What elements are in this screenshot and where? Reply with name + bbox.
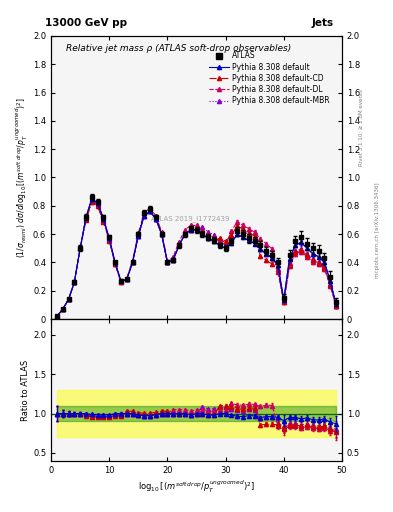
Text: Rivet 3.1.10; ≥ 2.8M events: Rivet 3.1.10; ≥ 2.8M events [359,90,364,166]
Y-axis label: $(1/\sigma_{resmi})$ $d\sigma/d\log_{10}[(m^{soft\ drop}/p_T^{ungroomed})^2]$: $(1/\sigma_{resmi})$ $d\sigma/d\log_{10}… [14,97,30,258]
Text: ATLAS 2019_I1772439: ATLAS 2019_I1772439 [151,215,230,222]
Y-axis label: Ratio to ATLAS: Ratio to ATLAS [21,359,30,420]
X-axis label: $\log_{10}[(m^{soft\,drop}/p_T^{ungroomed})^2]$: $\log_{10}[(m^{soft\,drop}/p_T^{ungroome… [138,479,255,495]
Text: mcplots.cern.ch [arXiv:1306.3436]: mcplots.cern.ch [arXiv:1306.3436] [375,183,380,278]
Text: 13000 GeV pp: 13000 GeV pp [46,18,127,28]
Text: Jets: Jets [311,18,333,28]
Legend: ATLAS, Pythia 8.308 default, Pythia 8.308 default-CD, Pythia 8.308 default-DL, P: ATLAS, Pythia 8.308 default, Pythia 8.30… [206,48,332,109]
Text: Relative jet mass ρ (ATLAS soft-drop observables): Relative jet mass ρ (ATLAS soft-drop obs… [66,45,291,53]
